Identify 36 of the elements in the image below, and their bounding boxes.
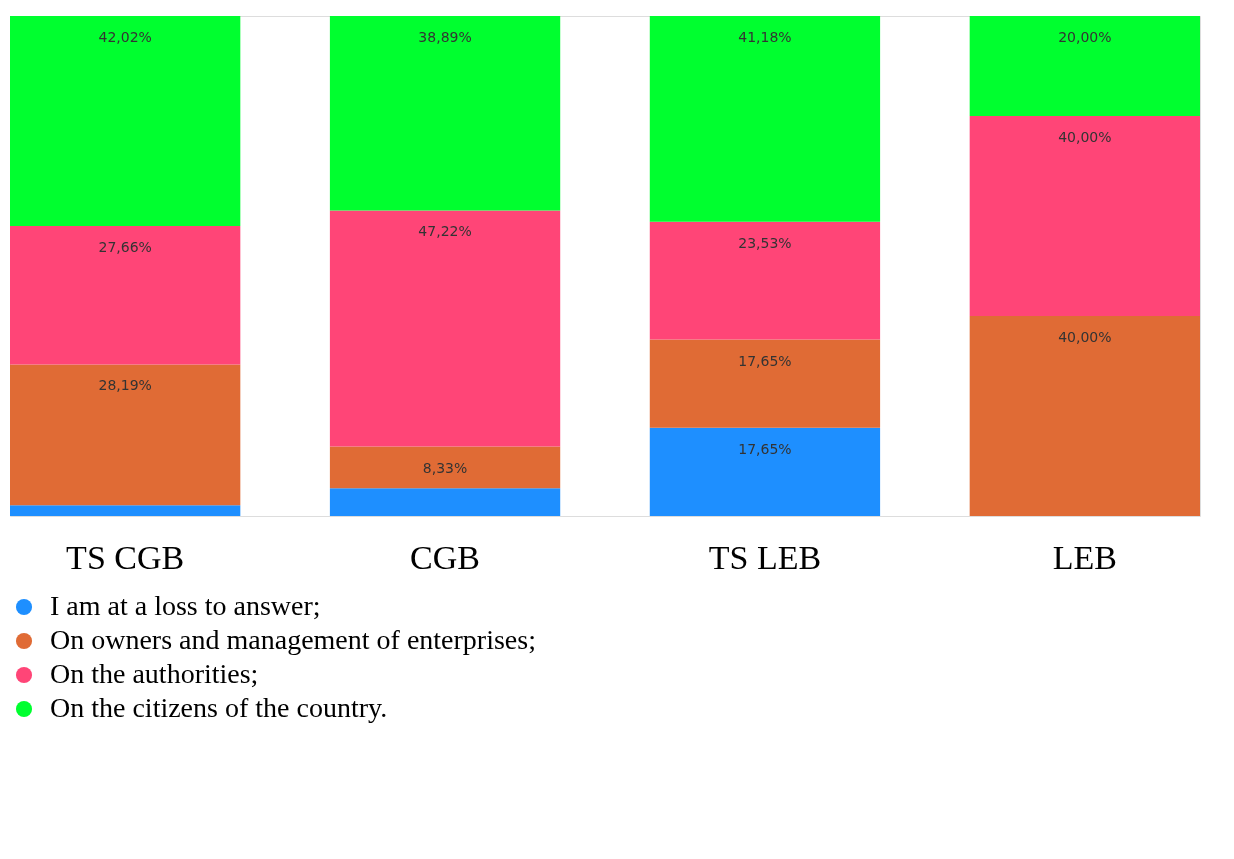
bar (329, 16, 561, 211)
bar (10, 505, 241, 516)
data-label: 40,00% (1058, 329, 1112, 345)
data-label: 40,00% (1058, 129, 1112, 145)
data-label: 42,02% (98, 29, 152, 45)
bar (10, 226, 241, 365)
legend-label: I am at a loss to answer; (50, 590, 321, 621)
data-label: 47,22% (418, 223, 472, 240)
bar (649, 339, 881, 428)
bar (329, 488, 561, 516)
legend-label: On the authorities; (50, 658, 259, 689)
legend-label: On owners and management of enterprises; (50, 624, 536, 655)
data-label: 38,89% (418, 29, 472, 45)
data-label: 28,19% (98, 377, 152, 394)
bar (649, 15, 881, 222)
x-tick-label: CGB (410, 538, 481, 576)
bar (969, 316, 1200, 516)
x-tick-label: LEB (1052, 538, 1117, 576)
data-label: 20,00% (1058, 29, 1112, 45)
bar (10, 364, 241, 506)
data-label: 8,33% (422, 459, 468, 476)
bar (10, 16, 241, 227)
bar (329, 446, 561, 489)
x-tick-label: TS LEB (708, 538, 822, 576)
data-label: 27,66% (98, 239, 152, 256)
bar (969, 16, 1200, 116)
legend-label: On the citizens of the country. (50, 692, 388, 723)
x-tick-label: TS CGB (66, 538, 185, 576)
bar (649, 221, 881, 340)
data-label: 17,65% (738, 440, 792, 457)
data-label: 23,53% (738, 234, 792, 251)
data-label: 41,18% (738, 28, 792, 45)
bar (649, 427, 881, 516)
bar (329, 210, 561, 447)
data-label: 17,65% (738, 352, 792, 369)
bar (969, 116, 1200, 316)
